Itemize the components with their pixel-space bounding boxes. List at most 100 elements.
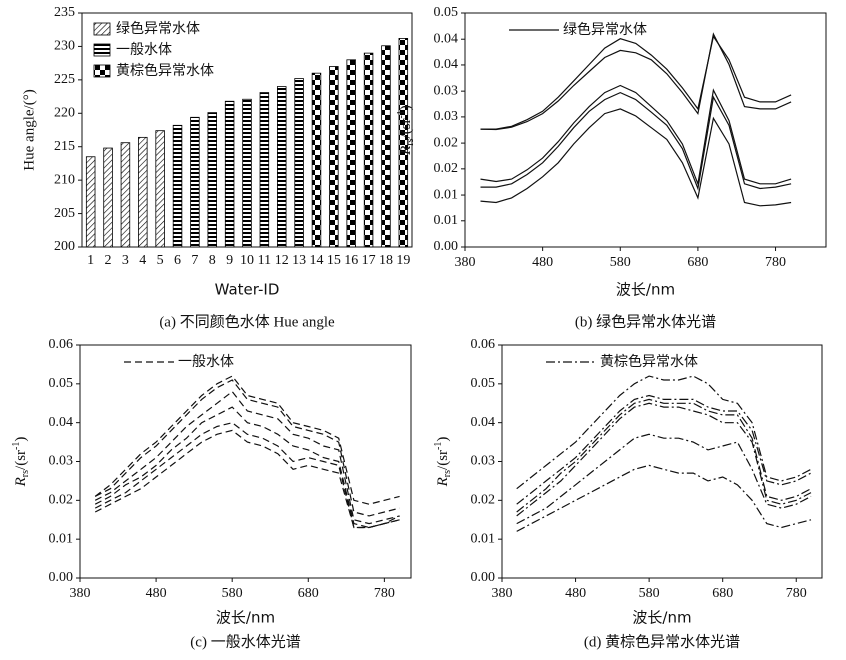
x-tick-label: 15 bbox=[327, 253, 341, 268]
spectrum-line bbox=[516, 375, 812, 490]
bar bbox=[155, 130, 165, 248]
y-tick-label: 0.03 bbox=[471, 454, 496, 469]
x-tick-label: 780 bbox=[786, 586, 807, 601]
x-tick-label: 8 bbox=[209, 253, 216, 268]
y-axis-label-part: rs bbox=[405, 138, 416, 145]
x-tick-label: 9 bbox=[226, 253, 233, 268]
bar bbox=[294, 78, 304, 248]
bar bbox=[381, 45, 391, 248]
y-tick-label: 215 bbox=[54, 139, 75, 154]
y-axis-label: Rrs/(sr-1) bbox=[11, 437, 31, 488]
y-tick-label: 0.04 bbox=[471, 415, 496, 430]
y-axis-label-part: -1 bbox=[433, 442, 444, 450]
y-axis-label-part: /(sr bbox=[435, 450, 451, 470]
x-tick-label: 14 bbox=[309, 253, 323, 268]
y-axis-label-part: ) bbox=[13, 437, 29, 442]
y-tick-label: 0.00 bbox=[471, 570, 496, 585]
x-tick-label: 480 bbox=[146, 586, 167, 601]
bar bbox=[207, 112, 218, 248]
y-axis-label-part: -1 bbox=[11, 442, 22, 450]
y-tick-label: 220 bbox=[54, 106, 75, 121]
y-tick-label: 0.02 bbox=[49, 493, 74, 508]
x-tick-label: 18 bbox=[379, 253, 393, 268]
legend-label: 黄棕色异常水体 bbox=[600, 353, 698, 370]
bar bbox=[138, 136, 148, 248]
y-axis-label-part: ) bbox=[398, 105, 414, 110]
y-tick-label: 230 bbox=[54, 39, 75, 54]
spectrum-line bbox=[480, 84, 792, 187]
x-axis-label: 波长/nm bbox=[216, 609, 275, 627]
spectrum-line bbox=[516, 402, 812, 517]
y-tick-label: 225 bbox=[54, 72, 75, 87]
y-tick-label: 0.02 bbox=[471, 493, 496, 508]
legend-label: 绿色异常水体 bbox=[116, 20, 200, 37]
bar bbox=[346, 59, 356, 248]
bar bbox=[398, 38, 409, 248]
x-tick-label: 380 bbox=[455, 255, 476, 270]
y-tick-label: 0.03 bbox=[434, 83, 459, 98]
caption: (b) 绿色异常水体光谱 bbox=[575, 313, 716, 330]
y-tick-label: 210 bbox=[54, 172, 75, 187]
x-tick-label: 19 bbox=[396, 253, 410, 268]
x-tick-label: 11 bbox=[258, 253, 271, 268]
bar bbox=[311, 72, 322, 248]
x-tick-label: 480 bbox=[565, 586, 586, 601]
y-axis-label-part: ) bbox=[435, 437, 451, 442]
y-axis-label-part: /(sr bbox=[398, 118, 414, 138]
x-tick-label: 10 bbox=[240, 253, 254, 268]
bar bbox=[242, 98, 252, 248]
x-tick-label: 480 bbox=[532, 255, 553, 270]
x-tick-label: 780 bbox=[765, 255, 786, 270]
bar bbox=[276, 86, 287, 248]
y-tick-label: 0.01 bbox=[49, 531, 74, 546]
caption: (a) 不同颜色水体 Hue angle bbox=[159, 313, 335, 330]
y-tick-label: 0.02 bbox=[434, 161, 459, 176]
y-tick-label: 0.05 bbox=[49, 376, 74, 391]
y-axis-label-part: R bbox=[13, 477, 29, 487]
plot-frame bbox=[464, 12, 827, 248]
x-tick-label: 2 bbox=[105, 253, 112, 268]
spectrum-line bbox=[516, 433, 812, 525]
bar bbox=[103, 147, 113, 248]
caption: (c) 一般水体光谱 bbox=[190, 633, 300, 650]
x-tick-label: 680 bbox=[298, 586, 319, 601]
y-axis-label-part: /(sr bbox=[13, 450, 29, 470]
x-tick-label: 580 bbox=[639, 586, 660, 601]
bar bbox=[363, 52, 374, 248]
x-tick-label: 17 bbox=[362, 253, 376, 268]
plot-frame bbox=[79, 344, 412, 579]
bar bbox=[259, 92, 270, 248]
x-axis-label: 波长/nm bbox=[632, 609, 691, 627]
bar bbox=[224, 100, 235, 248]
y-axis-label: Rrs/(sr-1) bbox=[433, 437, 453, 488]
legend-swatch bbox=[93, 64, 111, 78]
legend-swatch bbox=[93, 43, 111, 57]
spectrum-line bbox=[480, 108, 792, 207]
x-tick-label: 16 bbox=[344, 253, 358, 268]
y-tick-label: 0.05 bbox=[471, 376, 496, 391]
legend-swatch bbox=[93, 22, 111, 36]
spectrum-line bbox=[480, 32, 792, 131]
spectrum-line bbox=[516, 398, 812, 513]
y-tick-label: 0.00 bbox=[49, 570, 74, 585]
y-axis-label-part: rs bbox=[442, 470, 453, 477]
y-tick-label: 0.04 bbox=[434, 57, 459, 72]
legend-label: 黄棕色异常水体 bbox=[116, 62, 214, 79]
x-tick-label: 5 bbox=[157, 253, 164, 268]
y-tick-label: 0.01 bbox=[434, 213, 459, 228]
bar bbox=[172, 124, 183, 248]
spectrum-line bbox=[94, 406, 400, 529]
x-tick-label: 680 bbox=[687, 255, 708, 270]
y-axis-label: Rrs/(sr-1) bbox=[396, 105, 416, 156]
y-tick-label: 0.01 bbox=[471, 531, 496, 546]
spectrum-line bbox=[480, 34, 792, 130]
x-tick-label: 6 bbox=[174, 253, 181, 268]
y-tick-label: 200 bbox=[54, 239, 75, 254]
spectrum-line bbox=[94, 429, 400, 529]
spectrum-line bbox=[94, 379, 400, 517]
y-tick-label: 0.05 bbox=[434, 5, 459, 20]
x-tick-label: 3 bbox=[122, 253, 129, 268]
y-axis-label-part: -1 bbox=[396, 110, 407, 118]
x-tick-label: 580 bbox=[222, 586, 243, 601]
